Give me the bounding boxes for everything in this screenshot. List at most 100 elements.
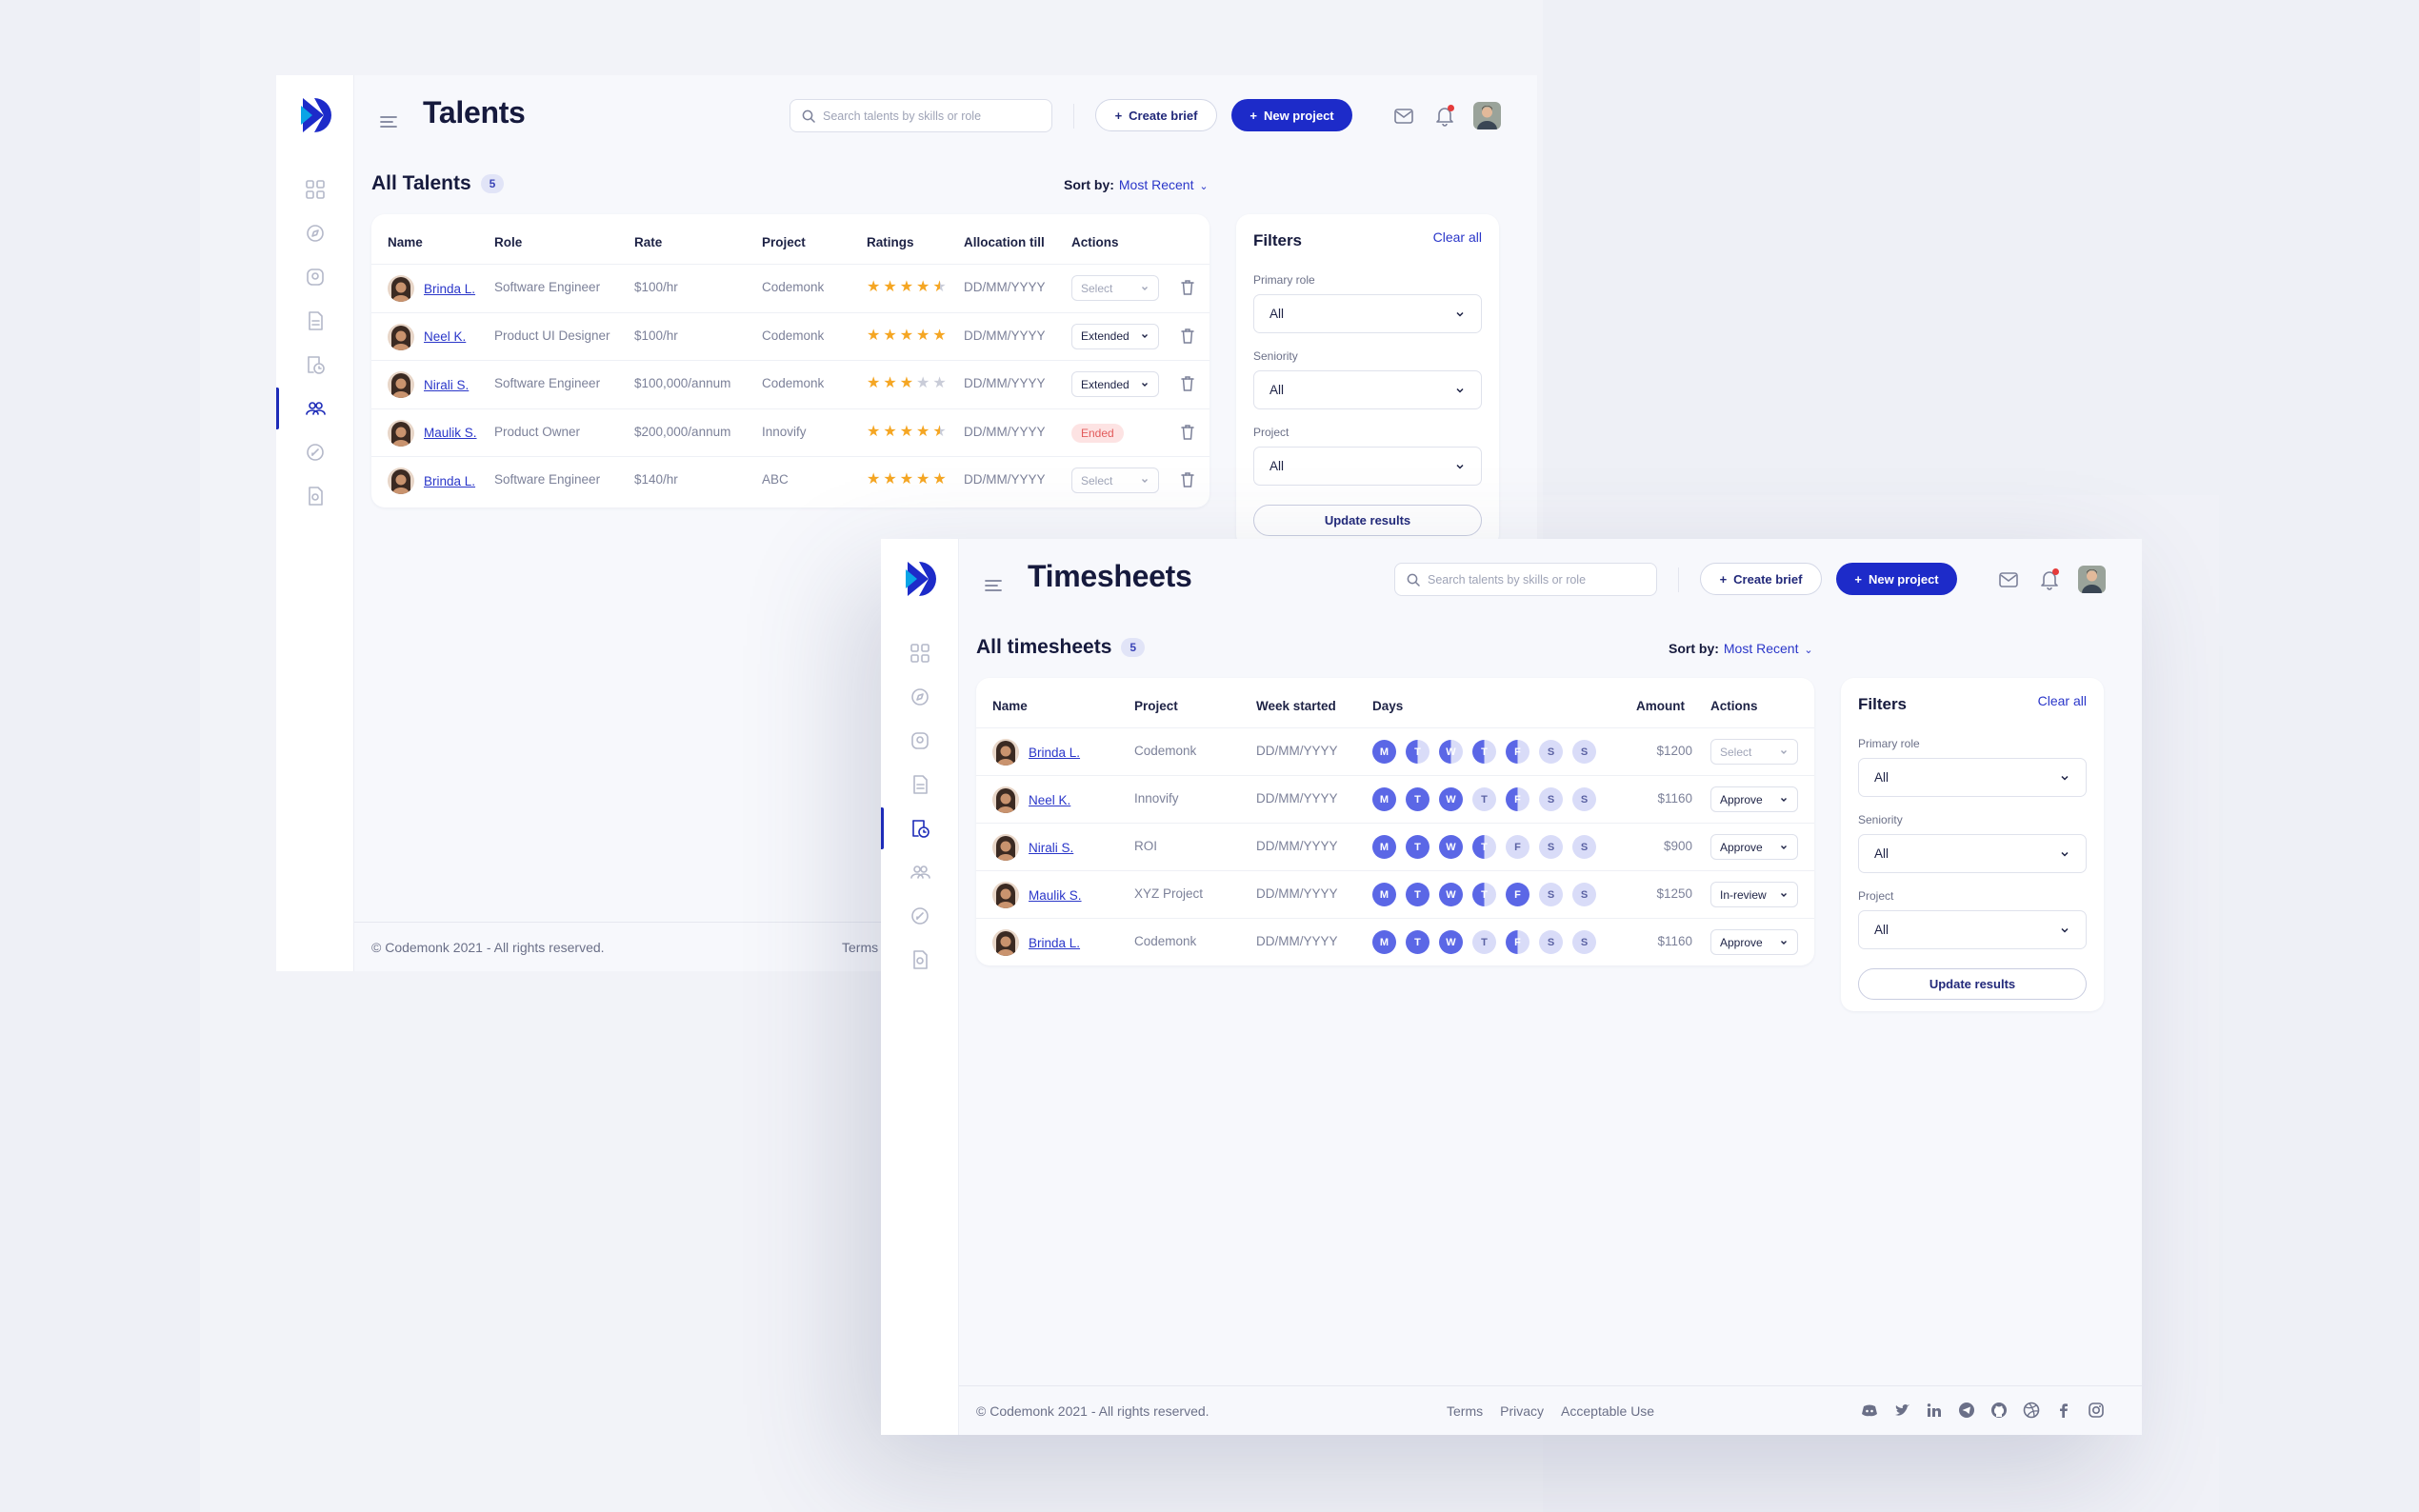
sort-value[interactable]: Most Recent — [1118, 177, 1194, 192]
document-icon[interactable] — [905, 769, 935, 800]
trash-icon[interactable] — [1178, 277, 1197, 298]
update-results-button[interactable]: Update results — [1253, 505, 1482, 536]
new-project-button[interactable]: + New project — [1231, 99, 1352, 131]
action-select[interactable]: In-review — [1710, 882, 1798, 907]
explore-icon[interactable] — [905, 682, 935, 712]
star-icon: ★ — [867, 327, 881, 344]
talent-name-link[interactable]: Maulik S. — [424, 426, 477, 440]
timesheet-icon[interactable] — [300, 349, 330, 380]
codemonk-logo[interactable] — [295, 94, 337, 136]
bell-icon[interactable] — [2037, 567, 2062, 591]
project-label: Project — [1858, 889, 1894, 903]
search-input[interactable] — [823, 109, 1032, 123]
talent-name-link[interactable]: Brinda L. — [1029, 745, 1081, 760]
sort-control[interactable]: Sort by: Most Recent ⌄ — [1064, 177, 1209, 192]
action-select[interactable]: Select — [1071, 468, 1159, 493]
explore-icon[interactable] — [300, 218, 330, 249]
chevron-down-icon — [1781, 749, 1787, 754]
action-select[interactable]: Extended — [1071, 371, 1159, 397]
talents-icon[interactable] — [905, 857, 935, 887]
primary-role-select[interactable]: All — [1858, 758, 2087, 797]
mail-icon[interactable] — [1392, 105, 1415, 128]
invoice-icon[interactable] — [300, 481, 330, 511]
action-select-value: Approve — [1720, 935, 1763, 949]
search-input[interactable] — [1428, 572, 1637, 587]
create-brief-button[interactable]: + Create brief — [1095, 99, 1217, 131]
trash-icon[interactable] — [1178, 422, 1197, 443]
day-indicator: S — [1572, 740, 1596, 764]
action-select-value: Select — [1081, 473, 1113, 487]
menu-icon[interactable] — [983, 575, 1004, 596]
day-indicator: T — [1406, 787, 1429, 811]
footer-acceptable-use-link[interactable]: Acceptable Use — [1561, 1403, 1655, 1419]
discord-icon[interactable] — [1860, 1401, 1879, 1420]
sort-control[interactable]: Sort by: Most Recent ⌄ — [1669, 641, 1813, 656]
action-select[interactable]: Extended — [1071, 323, 1159, 349]
mail-icon[interactable] — [1997, 568, 2020, 591]
talent-name-link[interactable]: Brinda L. — [424, 473, 476, 488]
day-indicator: T — [1406, 930, 1429, 954]
edit-icon[interactable] — [300, 437, 330, 468]
seniority-select[interactable]: All — [1253, 370, 1482, 409]
action-select[interactable]: Select — [1710, 739, 1798, 765]
linkedin-icon[interactable] — [1925, 1401, 1944, 1420]
table-row: Brinda L. Codemonk DD/MM/YYYY M T W T F S S $1200 S… — [976, 727, 1814, 775]
briefcase-icon[interactable] — [905, 726, 935, 756]
facebook-icon[interactable] — [2054, 1401, 2073, 1420]
sort-value[interactable]: Most Recent — [1723, 641, 1799, 656]
action-select[interactable]: Select — [1071, 275, 1159, 301]
user-avatar[interactable] — [1473, 102, 1501, 129]
clear-all-link[interactable]: Clear all — [1432, 229, 1482, 245]
menu-icon[interactable] — [378, 111, 399, 132]
dribbble-icon[interactable] — [2022, 1401, 2041, 1420]
telegram-icon[interactable] — [1957, 1401, 1976, 1420]
day-indicator: F — [1506, 835, 1529, 859]
trash-icon[interactable] — [1178, 326, 1197, 347]
action-select[interactable]: Approve — [1710, 786, 1798, 812]
footer-terms-link[interactable]: Terms — [1447, 1403, 1484, 1419]
briefcase-icon[interactable] — [300, 262, 330, 292]
codemonk-logo[interactable] — [900, 558, 942, 600]
action-select[interactable]: Approve — [1710, 929, 1798, 955]
dashboard-icon[interactable] — [300, 174, 330, 205]
clear-all-link[interactable]: Clear all — [2037, 693, 2087, 708]
project-select[interactable]: All — [1253, 447, 1482, 486]
edit-icon[interactable] — [905, 901, 935, 931]
github-icon[interactable] — [1989, 1401, 2009, 1420]
timesheet-icon[interactable] — [905, 813, 935, 844]
chevron-down-icon — [2061, 927, 2069, 933]
footer-terms-link[interactable]: Terms — [842, 940, 879, 955]
chevron-down-icon — [1142, 334, 1148, 338]
talents-icon[interactable] — [300, 393, 330, 424]
chevron-down-icon: ⌄ — [1199, 181, 1209, 192]
instagram-icon[interactable] — [2087, 1401, 2106, 1420]
dashboard-icon[interactable] — [905, 638, 935, 668]
update-results-button[interactable]: Update results — [1858, 968, 2087, 1000]
talent-name-link[interactable]: Brinda L. — [1029, 935, 1081, 950]
project-select[interactable]: All — [1858, 910, 2087, 949]
footer-privacy-link[interactable]: Privacy — [1500, 1403, 1545, 1419]
talent-name-link[interactable]: Nirali S. — [1029, 840, 1074, 855]
table-row: Maulik S. Product Owner $200,000/annum Inno… — [371, 408, 1210, 456]
seniority-select[interactable]: All — [1858, 834, 2087, 873]
invoice-icon[interactable] — [905, 945, 935, 975]
primary-role-select[interactable]: All — [1253, 294, 1482, 333]
create-brief-button[interactable]: + Create brief — [1700, 563, 1822, 595]
talent-name-link[interactable]: Neel K. — [424, 329, 467, 344]
cell-amount: $1160 — [1657, 791, 1692, 806]
twitter-icon[interactable] — [1892, 1401, 1911, 1420]
talent-name-link[interactable]: Neel K. — [1029, 792, 1071, 807]
talent-name-link[interactable]: Nirali S. — [424, 377, 470, 392]
rating-stars: ★ ★ ★ ★ ★ — [867, 280, 947, 295]
new-project-button[interactable]: + New project — [1836, 563, 1957, 595]
search-box[interactable] — [1394, 563, 1657, 596]
document-icon[interactable] — [300, 306, 330, 336]
trash-icon[interactable] — [1178, 469, 1197, 490]
user-avatar[interactable] — [2078, 566, 2106, 593]
action-select[interactable]: Approve — [1710, 834, 1798, 860]
trash-icon[interactable] — [1178, 373, 1197, 394]
search-box[interactable] — [790, 99, 1052, 132]
bell-icon[interactable] — [1432, 103, 1457, 128]
talent-name-link[interactable]: Brinda L. — [424, 281, 476, 296]
talent-name-link[interactable]: Maulik S. — [1029, 887, 1082, 903]
